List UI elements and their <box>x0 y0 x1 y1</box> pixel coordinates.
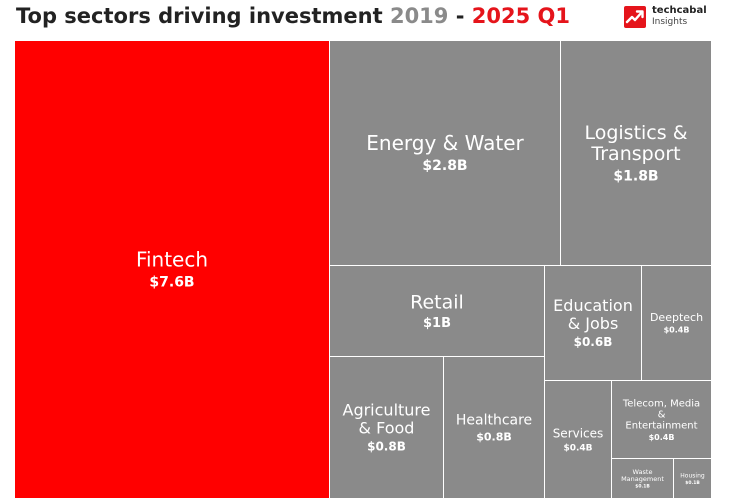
tile-rect-telecom-media-entertainment <box>612 381 711 458</box>
tile-label-logistics-transport: Logistics & Transport <box>584 122 687 165</box>
tile-rect-energy-water <box>330 41 560 265</box>
tile-services: Services $0.4B <box>545 381 611 498</box>
trend-arrow-icon <box>624 6 646 28</box>
tile-retail: Retail $1B <box>330 266 544 356</box>
tile-label-energy-water: Energy & Water <box>366 131 524 155</box>
tile-label-deeptech: Deeptech <box>650 311 703 324</box>
logo-subtitle: Insights <box>652 17 688 27</box>
tile-label-housing: Housing <box>680 472 705 479</box>
tile-rect-agriculture-food <box>330 357 443 498</box>
tile-value-deeptech: $0.4B <box>664 326 690 335</box>
tile-rect-logistics-transport <box>561 41 711 265</box>
tile-value-telecom-media-entertainment: $0.4B <box>649 433 675 442</box>
tile-label-retail: Retail <box>410 291 464 313</box>
techcabal-logo: techcabal Insights <box>624 4 734 34</box>
tile-label-telecom-media-entertainment: Telecom, Media & Entertainment <box>622 398 700 431</box>
tile-rect-waste-management <box>612 459 673 498</box>
tile-housing: Housing$0.1B <box>674 459 711 498</box>
title-year-start: 2019 <box>389 4 449 28</box>
tile-value-agriculture-food: $0.8B <box>367 440 406 454</box>
tile-waste-management: Waste Management$0.1B <box>612 459 673 498</box>
title-separator: - <box>455 4 465 28</box>
tile-healthcare: Healthcare $0.8B <box>444 357 544 498</box>
tile-value-retail: $1B <box>423 316 451 331</box>
tile-energy-water: Energy & Water $2.8B <box>330 41 560 265</box>
tile-logistics-transport: Logistics & Transport $1.8B <box>561 41 711 265</box>
tile-fintech: Fintech $7.6B <box>15 41 329 498</box>
tile-rect-healthcare <box>444 357 544 498</box>
tile-value-housing: $0.1B <box>685 480 700 486</box>
tile-label-healthcare: Healthcare <box>456 413 532 429</box>
tile-label-agriculture-food: Agriculture & Food <box>343 401 431 438</box>
tile-value-education-jobs: $0.6B <box>574 335 613 349</box>
tile-rect-housing <box>674 459 711 498</box>
tile-value-services: $0.4B <box>563 443 592 453</box>
tile-telecom-media-entertainment: Telecom, Media & Entertainment $0.4B <box>612 381 711 458</box>
tile-label-fintech: Fintech <box>136 247 208 271</box>
tile-label-services: Services <box>553 426 604 440</box>
tile-deeptech: Deeptech $0.4B <box>642 266 711 380</box>
tile-value-fintech: $7.6B <box>149 275 194 291</box>
tile-rect-education-jobs <box>545 266 641 380</box>
tile-value-energy-water: $2.8B <box>422 158 467 174</box>
tile-rect-services <box>545 381 611 498</box>
tile-value-logistics-transport: $1.8B <box>613 168 658 184</box>
chart-title: Top sectors driving investment 2019 - 20… <box>16 4 570 28</box>
tile-label-education-jobs: Education & Jobs <box>553 296 633 333</box>
tile-label-waste-management: Waste Management <box>621 468 664 483</box>
title-main: Top sectors driving investment <box>16 4 383 28</box>
tile-value-waste-management: $0.1B <box>635 484 650 490</box>
tile-rect-fintech <box>15 41 329 498</box>
tile-rect-deeptech <box>642 266 711 380</box>
tile-education-jobs: Education & Jobs $0.6B <box>545 266 641 380</box>
title-year-end: 2025 Q1 <box>471 4 570 28</box>
logo-name: techcabal <box>652 5 707 16</box>
tile-agriculture-food: Agriculture & Food $0.8B <box>330 357 443 498</box>
tile-rect-retail <box>330 266 544 356</box>
tile-value-healthcare: $0.8B <box>476 431 512 444</box>
